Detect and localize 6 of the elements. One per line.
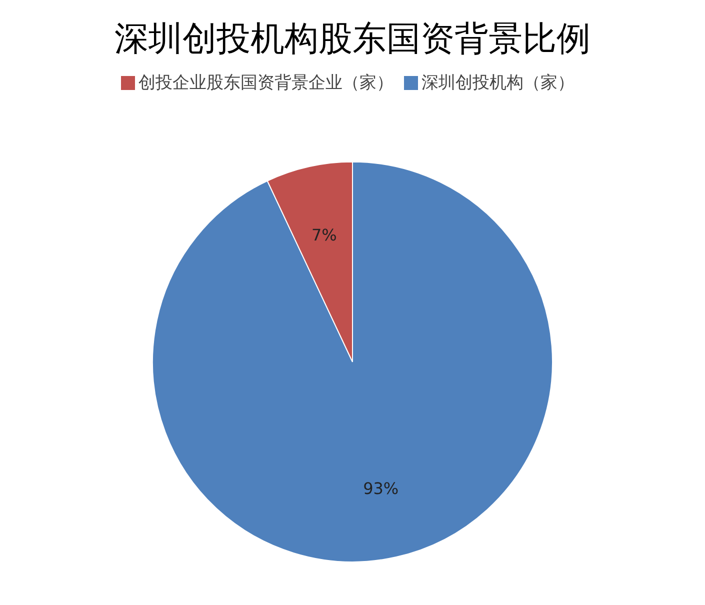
pie-slice	[152, 161, 553, 562]
data-label: 7%	[311, 225, 337, 244]
legend-label: 创投企业股东国资背景企业（家）	[138, 73, 394, 93]
chart-title: 深圳创投机构股东国资背景比例	[114, 18, 592, 61]
legend-label: 深圳创投机构（家）	[422, 73, 574, 93]
data-label: 93%	[363, 479, 399, 498]
